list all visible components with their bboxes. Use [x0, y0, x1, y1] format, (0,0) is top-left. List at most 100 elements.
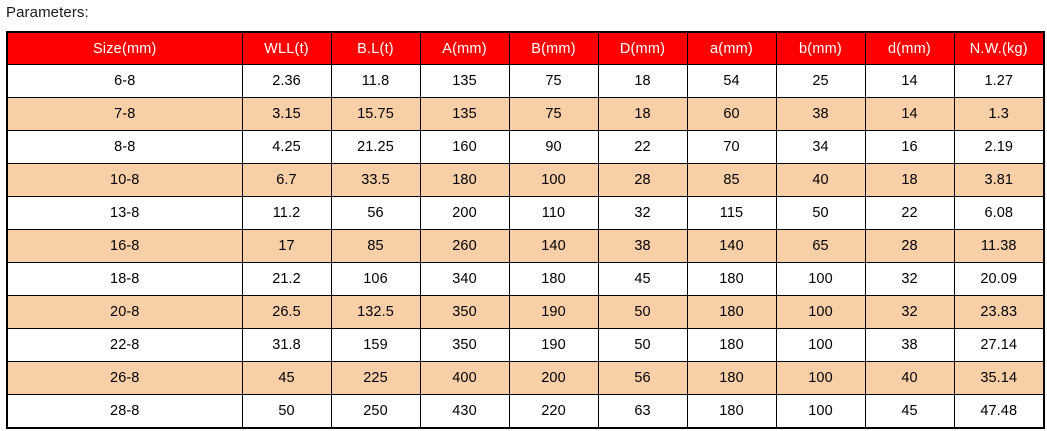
table-cell: 15.75	[330, 97, 421, 131]
column-header-nw: N.W.(kg)	[953, 31, 1045, 65]
cell-size: 22-8	[6, 328, 243, 362]
column-header-size: Size(mm)	[6, 31, 243, 65]
table-cell: 11.8	[330, 64, 421, 98]
table-cell: 11.38	[953, 229, 1045, 263]
table-row: 6-8 2.36 11.8 135 75 18 54 25 14 1.27	[6, 64, 1045, 98]
table-cell: 50	[775, 196, 866, 230]
table-row: 28-8 50 250 430 220 63 180 100 45 47.48	[6, 394, 1045, 429]
table-row: 22-8 31.8 159 350 190 50 180 100 38 27.14	[6, 328, 1045, 362]
table-cell: 28	[864, 229, 955, 263]
table-cell: 45	[864, 394, 955, 429]
table-cell: 38	[597, 229, 688, 263]
table-cell: 26.5	[241, 295, 332, 329]
table-cell: 100	[775, 262, 866, 296]
table-cell: 190	[508, 328, 599, 362]
table-cell: 430	[419, 394, 510, 429]
table-cell: 18	[597, 64, 688, 98]
table-cell: 50	[241, 394, 332, 429]
table-cell: 340	[419, 262, 510, 296]
table-cell: 260	[419, 229, 510, 263]
table-cell: 23.83	[953, 295, 1045, 329]
page-title: Parameters:	[6, 4, 89, 21]
table-row: 16-8 17 85 260 140 38 140 65 28 11.38	[6, 229, 1045, 263]
table-cell: 18	[597, 97, 688, 131]
table-cell: 180	[686, 262, 777, 296]
table-cell: 40	[864, 361, 955, 395]
table-header-row: Size(mm) WLL(t) B.L(t) A(mm) B(mm) D(mm)…	[6, 31, 1045, 65]
table-cell: 180	[419, 163, 510, 197]
table-cell: 34	[775, 130, 866, 164]
table-cell: 180	[686, 295, 777, 329]
table-cell: 50	[597, 295, 688, 329]
table-cell: 11.2	[241, 196, 332, 230]
table-cell: 2.36	[241, 64, 332, 98]
table-cell: 1.3	[953, 97, 1045, 131]
table-cell: 400	[419, 361, 510, 395]
table-cell: 33.5	[330, 163, 421, 197]
table-cell: 60	[686, 97, 777, 131]
table-cell: 14	[864, 64, 955, 98]
cell-size: 28-8	[6, 394, 243, 429]
table-cell: 56	[330, 196, 421, 230]
table-cell: 38	[864, 328, 955, 362]
table-cell: 135	[419, 64, 510, 98]
cell-size: 13-8	[6, 196, 243, 230]
column-header-d-low: d(mm)	[864, 31, 955, 65]
cell-size: 7-8	[6, 97, 243, 131]
table-row: 18-8 21.2 106 340 180 45 180 100 32 20.09	[6, 262, 1045, 296]
table-cell: 56	[597, 361, 688, 395]
table-cell: 350	[419, 295, 510, 329]
table-cell: 32	[864, 295, 955, 329]
table-cell: 4.25	[241, 130, 332, 164]
table-cell: 90	[508, 130, 599, 164]
table-cell: 250	[330, 394, 421, 429]
table-cell: 18	[864, 163, 955, 197]
cell-size: 8-8	[6, 130, 243, 164]
table-cell: 70	[686, 130, 777, 164]
table-cell: 100	[775, 394, 866, 429]
table-cell: 140	[686, 229, 777, 263]
parameters-table: Size(mm) WLL(t) B.L(t) A(mm) B(mm) D(mm)…	[6, 31, 1045, 429]
column-header-bl: B.L(t)	[330, 31, 421, 65]
table-cell: 100	[775, 328, 866, 362]
table-cell: 180	[508, 262, 599, 296]
table-cell: 350	[419, 328, 510, 362]
table-cell: 6.08	[953, 196, 1045, 230]
table-cell: 225	[330, 361, 421, 395]
table-cell: 110	[508, 196, 599, 230]
parameters-table-container: Size(mm) WLL(t) B.L(t) A(mm) B(mm) D(mm)…	[6, 31, 1045, 429]
table-cell: 22	[597, 130, 688, 164]
table-cell: 38	[775, 97, 866, 131]
table-cell: 17	[241, 229, 332, 263]
table-row: 13-8 11.2 56 200 110 32 115 50 22 6.08	[6, 196, 1045, 230]
column-header-wll: WLL(t)	[241, 31, 332, 65]
table-cell: 190	[508, 295, 599, 329]
table-cell: 180	[686, 361, 777, 395]
table-cell: 14	[864, 97, 955, 131]
table-cell: 45	[241, 361, 332, 395]
table-cell: 6.7	[241, 163, 332, 197]
table-cell: 54	[686, 64, 777, 98]
table-body: 6-8 2.36 11.8 135 75 18 54 25 14 1.27 7-8 3.15 15.75…	[6, 64, 1045, 429]
table-cell: 32	[864, 262, 955, 296]
table-cell: 100	[508, 163, 599, 197]
cell-size: 16-8	[6, 229, 243, 263]
table-cell: 85	[330, 229, 421, 263]
table-cell: 106	[330, 262, 421, 296]
table-row: 7-8 3.15 15.75 135 75 18 60 38 14 1.3	[6, 97, 1045, 131]
table-cell: 85	[686, 163, 777, 197]
cell-size: 18-8	[6, 262, 243, 296]
table-row: 10-8 6.7 33.5 180 100 28 85 40 18 3.81	[6, 163, 1045, 197]
table-cell: 100	[775, 295, 866, 329]
table-cell: 3.15	[241, 97, 332, 131]
cell-size: 26-8	[6, 361, 243, 395]
table-cell: 21.2	[241, 262, 332, 296]
table-cell: 160	[419, 130, 510, 164]
table-cell: 35.14	[953, 361, 1045, 395]
column-header-b-low: b(mm)	[775, 31, 866, 65]
table-cell: 180	[686, 328, 777, 362]
table-cell: 31.8	[241, 328, 332, 362]
table-cell: 200	[508, 361, 599, 395]
column-header-a-low: a(mm)	[686, 31, 777, 65]
